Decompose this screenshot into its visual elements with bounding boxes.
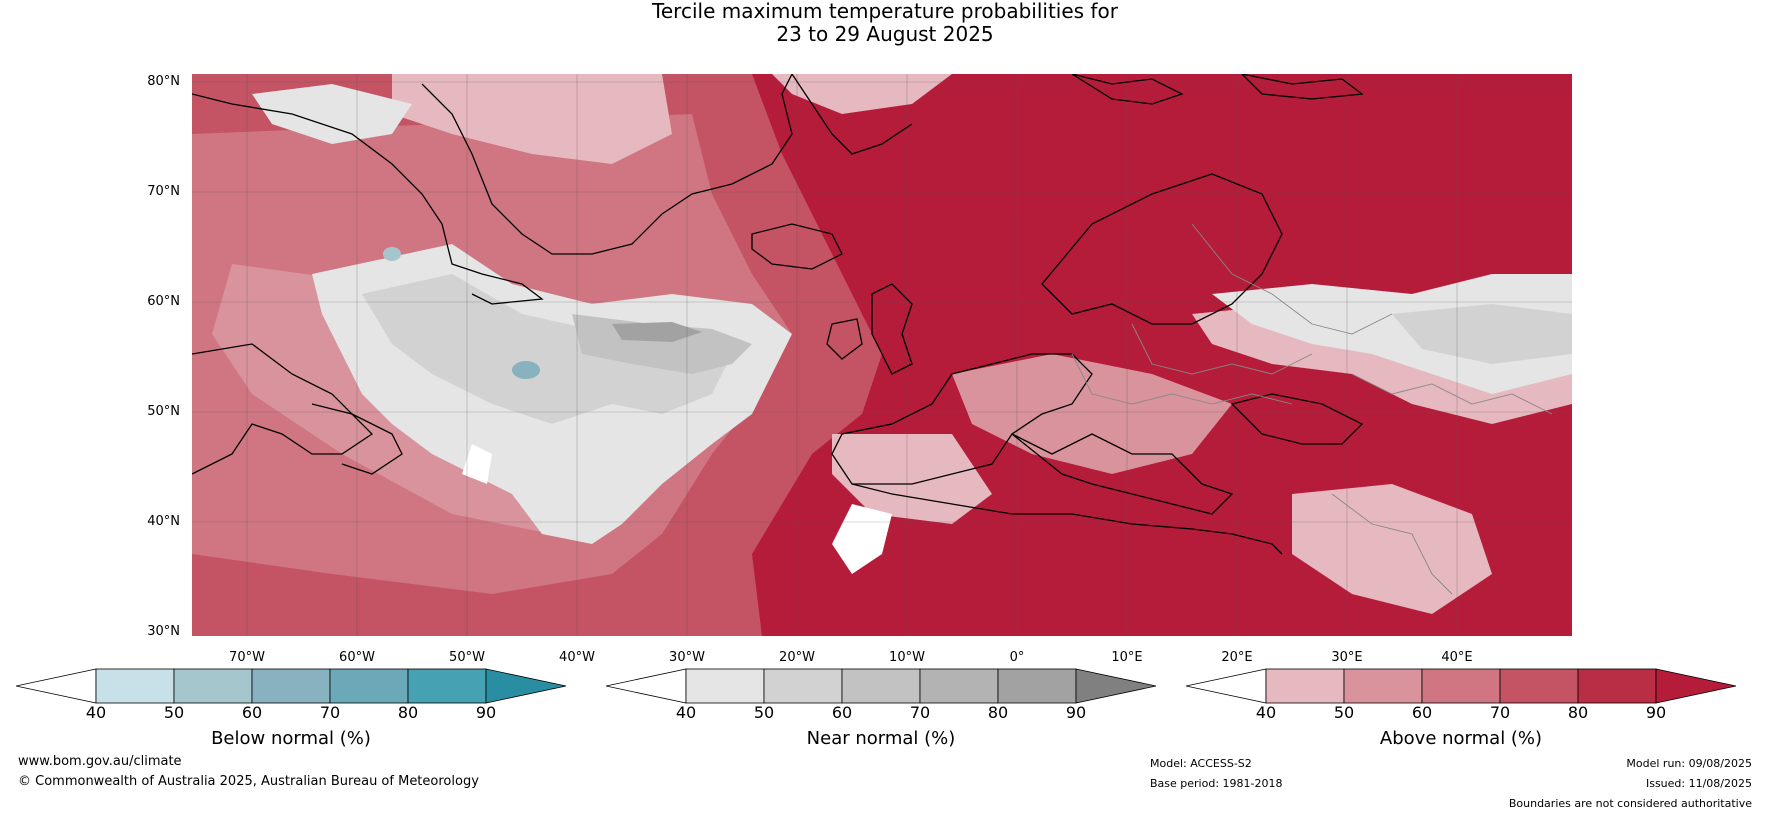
lon-label-30e: 30°E — [1331, 650, 1363, 665]
colorbar-segment — [407, 668, 487, 704]
lon-label-40w: 40°W — [559, 650, 595, 665]
colorbar-segment — [919, 668, 999, 704]
lon-label-10w: 10°W — [889, 650, 925, 665]
colorbar-near-normal — [606, 668, 1157, 704]
colorbar-segment — [95, 668, 175, 704]
colorbar-extend-low — [1186, 668, 1267, 704]
colorbar-segment — [173, 668, 253, 704]
lat-label-70n: 70°N — [147, 184, 180, 199]
colorbar-segment — [329, 668, 409, 704]
cbar-below-tick-70: 70 — [319, 703, 341, 722]
lat-label-60n: 60°N — [147, 294, 180, 309]
cbar-below-tick-90: 90 — [475, 703, 497, 722]
region-white-morocco — [832, 504, 892, 574]
colorbar-segment — [251, 668, 331, 704]
footer-website: www.bom.gov.au/climate — [18, 754, 182, 769]
cbar-above-title: Above normal (%) — [1379, 728, 1543, 749]
colorbar-above-normal — [1186, 668, 1737, 704]
cbar-above-tick-60: 60 — [1411, 703, 1433, 722]
region-below-60 — [383, 247, 401, 261]
region-white-atlantic — [462, 444, 492, 484]
region-above-40-north — [392, 74, 672, 164]
footer-model: Model: ACCESS-S2 — [1150, 757, 1252, 770]
lat-label-50n: 50°N — [147, 404, 180, 419]
colorbar-segment — [763, 668, 843, 704]
region-near-north — [252, 84, 412, 144]
colorbar-segment — [841, 668, 921, 704]
cbar-near-tick-70: 70 — [909, 703, 931, 722]
region-above-40-fram — [772, 74, 952, 114]
cbar-near-title: Near normal (%) — [806, 728, 956, 749]
cbar-near-tick-90: 90 — [1065, 703, 1087, 722]
cbar-above-tick-90: 90 — [1645, 703, 1667, 722]
footer-base-period: Base period: 1981-2018 — [1150, 777, 1283, 790]
colorbar-extend-high — [1655, 668, 1737, 704]
region-near-east — [1212, 274, 1572, 394]
colorbar-segment — [685, 668, 765, 704]
title-line-1: Tercile maximum temperature probabilitie… — [652, 0, 1118, 23]
region-below-70 — [512, 361, 540, 379]
lat-label-30n: 30°N — [147, 624, 180, 639]
colorbar-segment — [1265, 668, 1345, 704]
title-line-2: 23 to 29 August 2025 — [776, 22, 994, 46]
colorbar-below-normal — [16, 668, 567, 704]
region-above-50-europe — [952, 354, 1232, 474]
footer-model-run: Model run: 09/08/2025 — [1626, 757, 1752, 770]
region-above-40-iberia — [832, 434, 992, 524]
lon-label-20w: 20°W — [779, 650, 815, 665]
colorbar-extend-high — [485, 668, 567, 704]
colorbar-segment — [997, 668, 1077, 704]
cbar-below-tick-40: 40 — [85, 703, 107, 722]
lon-label-0: 0° — [1009, 650, 1025, 665]
lon-label-20e: 20°E — [1221, 650, 1253, 665]
cbar-above-tick-40: 40 — [1255, 703, 1277, 722]
cbar-below-tick-50: 50 — [163, 703, 185, 722]
colorbar-segment — [1343, 668, 1423, 704]
lon-label-60w: 60°W — [339, 650, 375, 665]
cbar-below-title: Below normal (%) — [211, 728, 371, 749]
cbar-below-tick-60: 60 — [241, 703, 263, 722]
lon-label-70w: 70°W — [229, 650, 265, 665]
region-near-50 — [362, 274, 732, 424]
region-near-80 — [612, 322, 702, 342]
lat-label-80n: 80°N — [147, 74, 180, 89]
lon-label-30w: 30°W — [669, 650, 705, 665]
region-above-40-mideast — [1292, 484, 1492, 614]
colorbar-segment — [1499, 668, 1579, 704]
cbar-near-tick-50: 50 — [753, 703, 775, 722]
cbar-above-tick-50: 50 — [1333, 703, 1355, 722]
graticule — [192, 74, 1572, 636]
lon-label-40e: 40°E — [1441, 650, 1473, 665]
cbar-below-tick-80: 80 — [397, 703, 419, 722]
colorbar-segment — [1577, 668, 1657, 704]
colorbar-extend-high — [1075, 668, 1157, 704]
coastlines — [192, 74, 1364, 555]
cbar-near-tick-80: 80 — [987, 703, 1009, 722]
region-near-east-50 — [1392, 304, 1572, 364]
footer-copyright: © Commonwealth of Australia 2025, Austra… — [18, 774, 479, 789]
colorbar-extend-low — [16, 668, 97, 704]
colorbar-extend-low — [606, 668, 687, 704]
lon-label-10e: 10°E — [1111, 650, 1143, 665]
lon-label-50w: 50°W — [449, 650, 485, 665]
country-borders — [1071, 223, 1553, 595]
footer-issued: Issued: 11/08/2025 — [1645, 777, 1752, 790]
cbar-above-tick-80: 80 — [1567, 703, 1589, 722]
lat-label-40n: 40°N — [147, 514, 180, 529]
cbar-above-tick-70: 70 — [1489, 703, 1511, 722]
colorbar-segment — [1421, 668, 1501, 704]
cbar-near-tick-40: 40 — [675, 703, 697, 722]
cbar-near-tick-60: 60 — [831, 703, 853, 722]
footer-disclaimer: Boundaries are not considered authoritat… — [1508, 797, 1752, 810]
map-title: Tercile maximum temperature probabilitie… — [0, 0, 1770, 46]
probability-map — [192, 74, 1572, 636]
